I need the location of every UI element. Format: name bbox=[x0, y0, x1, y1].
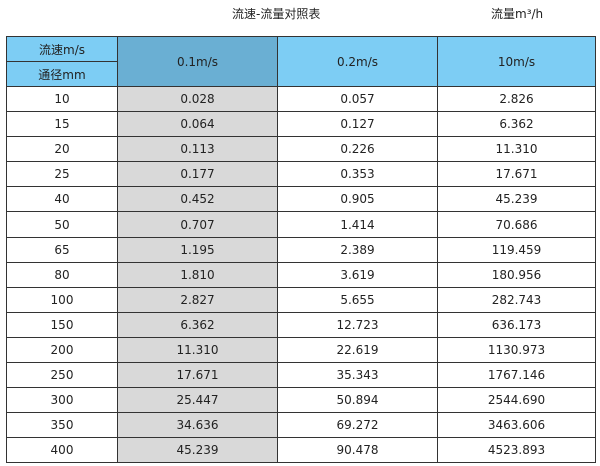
flow-cell: 0.707 bbox=[117, 211, 278, 238]
column-header[interactable]: 0.1m/s bbox=[117, 36, 278, 87]
diameter-cell: 350 bbox=[6, 412, 118, 439]
flow-cell: 636.173 bbox=[437, 311, 596, 338]
flow-cell: 90.478 bbox=[277, 437, 438, 464]
diameter-cell: 150 bbox=[6, 311, 118, 338]
flow-cell: 2.389 bbox=[277, 236, 438, 263]
column-header[interactable]: 10m/s bbox=[437, 36, 596, 87]
table-row: 200 11.310 22.619 1130.973 bbox=[6, 336, 596, 364]
table-title: 流速-流量对照表 bbox=[232, 7, 321, 21]
table-row: 10 0.028 0.057 2.826 bbox=[6, 85, 596, 113]
diameter-cell: 25 bbox=[6, 161, 118, 188]
diameter-cell: 10 bbox=[6, 85, 118, 113]
diameter-cell: 15 bbox=[6, 111, 118, 138]
flow-cell: 2.826 bbox=[437, 85, 596, 113]
flow-cell: 17.671 bbox=[437, 161, 596, 188]
flow-cell: 4523.893 bbox=[437, 437, 596, 464]
flow-cell: 45.239 bbox=[117, 437, 278, 464]
flow-cell: 1130.973 bbox=[437, 336, 596, 364]
table-row: 80 1.810 3.619 180.956 bbox=[6, 261, 596, 288]
flow-cell: 6.362 bbox=[117, 311, 278, 338]
flow-table: 流速m/s 0.1m/s 0.2m/s 10m/s 通径mm 10 0.028 0.… bbox=[6, 36, 596, 464]
table-row: 65 1.195 2.389 119.459 bbox=[6, 236, 596, 263]
flow-cell: 0.127 bbox=[277, 111, 438, 138]
table-row: 15 0.064 0.127 6.362 bbox=[6, 111, 596, 138]
flow-cell: 25.447 bbox=[117, 387, 278, 414]
flow-cell: 6.362 bbox=[437, 111, 596, 138]
flow-cell: 0.905 bbox=[277, 186, 438, 213]
velocity-header: 流速m/s bbox=[6, 36, 118, 62]
table-row: 20 0.113 0.226 11.310 bbox=[6, 136, 596, 163]
unit-label: 流量m³/h bbox=[491, 7, 544, 21]
flow-cell: 119.459 bbox=[437, 236, 596, 263]
diameter-cell: 200 bbox=[6, 336, 118, 364]
flow-cell: 2544.690 bbox=[437, 387, 596, 414]
table-row: 150 6.362 12.723 636.173 bbox=[6, 311, 596, 338]
flow-cell: 3463.606 bbox=[437, 412, 596, 439]
table-row: 40 0.452 0.905 45.239 bbox=[6, 186, 596, 213]
table-row: 250 17.671 35.343 1767.146 bbox=[6, 362, 596, 389]
flow-cell: 0.353 bbox=[277, 161, 438, 188]
table-row: 350 34.636 69.272 3463.606 bbox=[6, 412, 596, 439]
table-row: 300 25.447 50.894 2544.690 bbox=[6, 387, 596, 414]
flow-cell: 70.686 bbox=[437, 211, 596, 238]
diameter-cell: 80 bbox=[6, 261, 118, 288]
flow-cell: 180.956 bbox=[437, 261, 596, 288]
flow-cell: 34.636 bbox=[117, 412, 278, 439]
flow-cell: 22.619 bbox=[277, 336, 438, 364]
table-row: 50 0.707 1.414 70.686 bbox=[6, 211, 596, 238]
flow-cell: 50.894 bbox=[277, 387, 438, 414]
flow-cell: 282.743 bbox=[437, 286, 596, 313]
flow-cell: 1.414 bbox=[277, 211, 438, 238]
flow-cell: 0.064 bbox=[117, 111, 278, 138]
flow-cell: 1767.146 bbox=[437, 362, 596, 389]
diameter-header: 通径mm bbox=[6, 61, 118, 87]
table-row: 25 0.177 0.353 17.671 bbox=[6, 161, 596, 188]
flow-cell: 1.810 bbox=[117, 261, 278, 288]
table-row: 400 45.239 90.478 4523.893 bbox=[6, 437, 596, 464]
diameter-cell: 65 bbox=[6, 236, 118, 263]
flow-cell: 69.272 bbox=[277, 412, 438, 439]
flow-cell: 17.671 bbox=[117, 362, 278, 389]
flow-cell: 11.310 bbox=[437, 136, 596, 163]
flow-cell: 0.226 bbox=[277, 136, 438, 163]
diameter-cell: 300 bbox=[6, 387, 118, 414]
column-header[interactable]: 0.2m/s bbox=[277, 36, 438, 87]
flow-cell: 12.723 bbox=[277, 311, 438, 338]
flow-cell: 0.057 bbox=[277, 85, 438, 113]
flow-cell: 0.452 bbox=[117, 186, 278, 213]
table-row: 100 2.827 5.655 282.743 bbox=[6, 286, 596, 313]
diameter-cell: 100 bbox=[6, 286, 118, 313]
diameter-cell: 40 bbox=[6, 186, 118, 213]
flow-cell: 2.827 bbox=[117, 286, 278, 313]
flow-cell: 0.113 bbox=[117, 136, 278, 163]
flow-cell: 1.195 bbox=[117, 236, 278, 263]
flow-cell: 11.310 bbox=[117, 336, 278, 364]
diameter-cell: 20 bbox=[6, 136, 118, 163]
diameter-cell: 400 bbox=[6, 437, 118, 464]
flow-cell: 35.343 bbox=[277, 362, 438, 389]
flow-cell: 45.239 bbox=[437, 186, 596, 213]
diameter-cell: 50 bbox=[6, 211, 118, 238]
flow-cell: 0.177 bbox=[117, 161, 278, 188]
flow-cell: 0.028 bbox=[117, 85, 278, 113]
flow-cell: 5.655 bbox=[277, 286, 438, 313]
flow-cell: 3.619 bbox=[277, 261, 438, 288]
diameter-cell: 250 bbox=[6, 362, 118, 389]
